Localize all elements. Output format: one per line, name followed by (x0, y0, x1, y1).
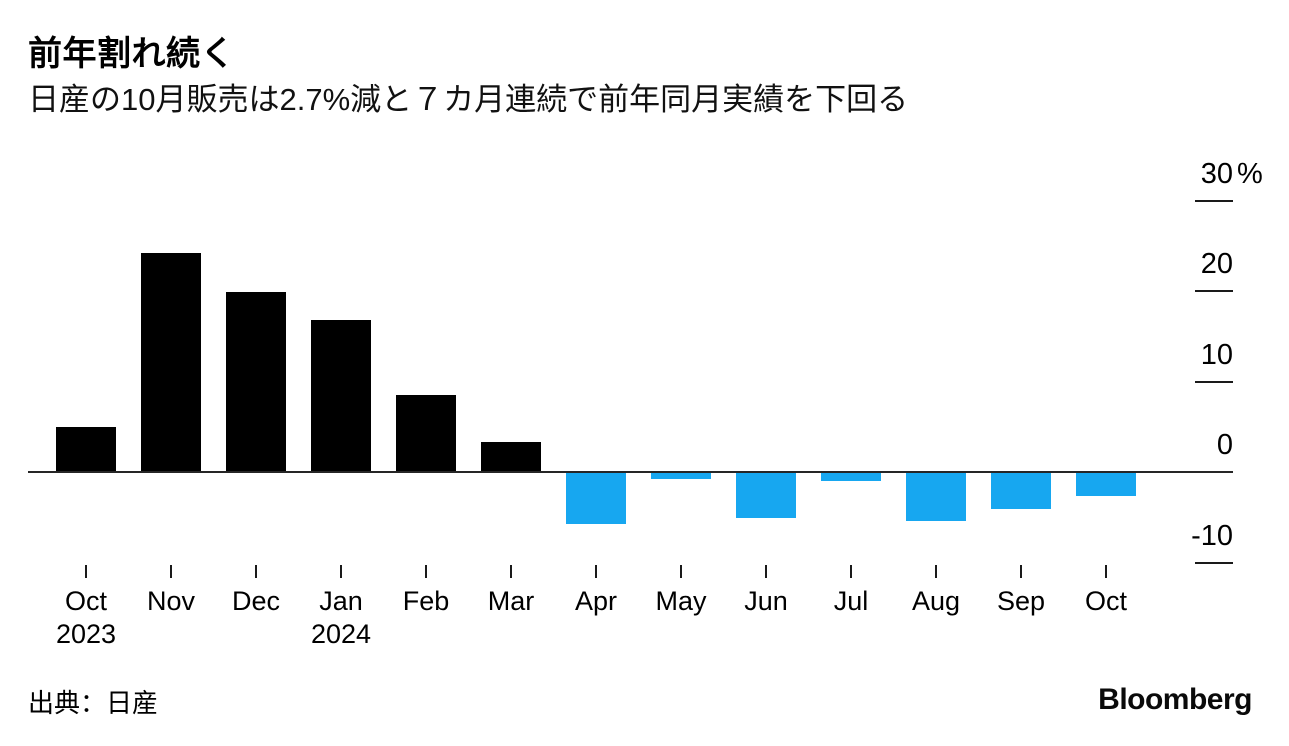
x-axis-label-sep: Sep (996, 586, 1046, 616)
bar-sep (991, 472, 1051, 510)
y-axis-label-20: 20 (1200, 248, 1233, 280)
x-axis-label-oct: Oct (1084, 586, 1127, 616)
zero-axis-line (28, 471, 1233, 473)
x-axis-tick-feb (425, 565, 427, 578)
bar-feb (396, 395, 456, 472)
y-axis-tick--10 (1195, 561, 1233, 564)
bar-apr (566, 472, 626, 524)
x-axis-label-may: May (655, 586, 707, 616)
bar-oct-2023 (56, 426, 116, 472)
x-axis-tick-jan (340, 565, 342, 578)
x-axis-label-apr: Apr (574, 586, 618, 616)
y-axis-tick-30 (1195, 199, 1233, 202)
x-axis-label-dec: Dec (231, 586, 280, 616)
x-axis-label-jan: Jan (319, 586, 363, 616)
bar-jul (821, 472, 881, 482)
x-axis-tick-sep (1020, 565, 1022, 578)
x-axis-label-oct: Oct (64, 586, 107, 616)
x-axis-tick-aug (935, 565, 937, 578)
x-axis-label-jun: Jun (744, 586, 788, 616)
y-axis-unit: % (1237, 157, 1263, 190)
y-axis-label--10: -10 (1191, 519, 1233, 552)
x-axis-label-aug: Aug (911, 586, 961, 616)
bloomberg-logo: Bloomberg (1098, 683, 1252, 716)
source-note: 出典：日産 (28, 688, 159, 718)
bar-dec (226, 291, 286, 472)
bar-may (651, 472, 711, 480)
x-axis-label-jul: Jul (833, 586, 869, 616)
y-axis-tick-20 (1195, 290, 1233, 292)
x-axis-tick-oct (85, 565, 87, 578)
bar-oct (1076, 472, 1136, 497)
bar-mar (481, 442, 541, 472)
x-axis-tick-mar (510, 565, 512, 578)
chart-subtitle: 日産の10月販売は2.7%減と７カ月連続で前年同月実績を下回る (28, 82, 909, 117)
bar-nov (141, 252, 201, 472)
x-axis-label-mar: Mar (487, 586, 535, 616)
x-axis-tick-apr (595, 565, 597, 578)
x-axis-tick-jun (765, 565, 767, 578)
y-axis-label-0: 0 (1216, 429, 1233, 461)
y-axis-label-30: 30 (1200, 157, 1233, 190)
chart-title: 前年割れ続く (28, 35, 235, 73)
bar-jun (736, 472, 796, 519)
x-axis-label-feb: Feb (402, 586, 450, 616)
x-axis-year-2023: 2023 (55, 619, 117, 649)
y-axis-label-10: 10 (1200, 338, 1233, 371)
x-axis-tick-may (680, 565, 682, 578)
x-axis-label-nov: Nov (146, 586, 195, 616)
x-axis-tick-oct (1105, 565, 1107, 578)
bar-jan-2024 (311, 319, 371, 472)
y-axis-tick-10 (1195, 380, 1233, 383)
x-axis-year-2024: 2024 (310, 619, 372, 649)
x-axis-tick-nov (170, 565, 172, 578)
x-axis-tick-dec (255, 565, 257, 578)
bar-aug (906, 472, 966, 521)
x-axis-tick-jul (850, 565, 852, 578)
